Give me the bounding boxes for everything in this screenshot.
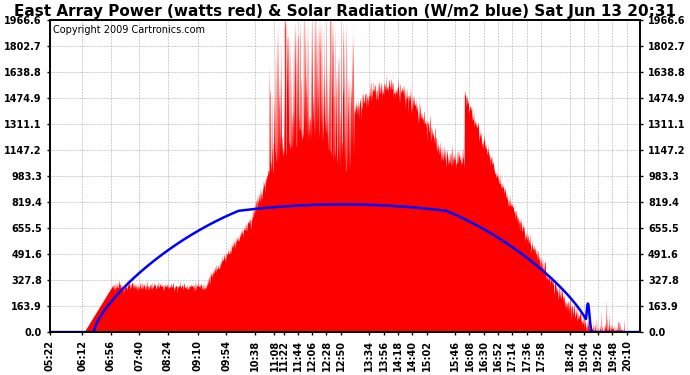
Title: East Array Power (watts red) & Solar Radiation (W/m2 blue) Sat Jun 13 20:31: East Array Power (watts red) & Solar Rad… xyxy=(14,4,676,19)
Text: Copyright 2009 Cartronics.com: Copyright 2009 Cartronics.com xyxy=(52,25,204,35)
